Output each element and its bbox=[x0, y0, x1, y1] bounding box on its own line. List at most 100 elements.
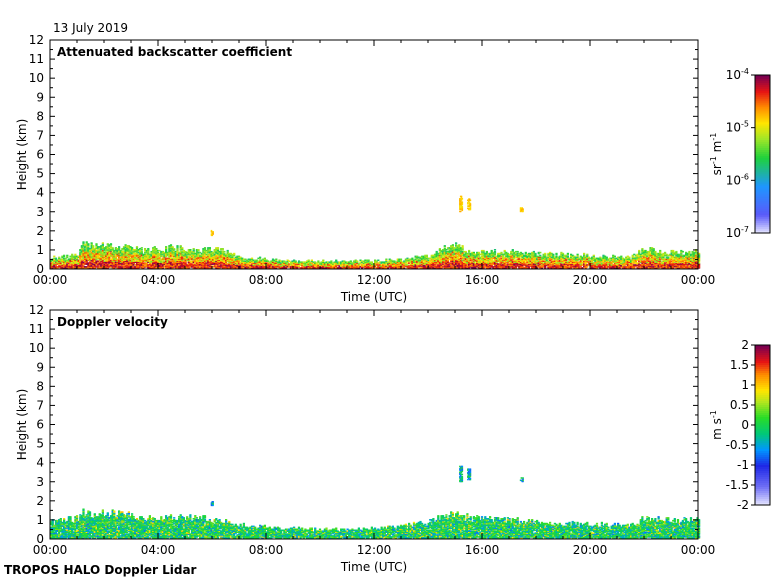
heatmap-cell bbox=[82, 246, 85, 248]
heatmap-cell bbox=[106, 257, 109, 260]
heatmap-cell bbox=[391, 262, 394, 264]
heatmap-cell bbox=[140, 256, 143, 259]
heatmap-cell bbox=[173, 257, 176, 260]
heatmap-cell bbox=[135, 249, 139, 251]
heatmap-cell bbox=[433, 256, 437, 259]
heatmap-cell bbox=[215, 257, 218, 260]
heatmap-cell bbox=[181, 247, 184, 249]
heatmap-cell bbox=[218, 265, 221, 267]
heatmap-cell bbox=[223, 257, 226, 260]
heatmap-cell bbox=[252, 263, 255, 265]
heatmap-cell bbox=[213, 261, 216, 263]
heatmap-cell bbox=[114, 256, 117, 259]
heatmap-cell bbox=[122, 250, 126, 253]
heatmap-cell bbox=[131, 265, 134, 267]
heatmap-cell bbox=[53, 259, 56, 262]
heatmap-cell bbox=[233, 264, 236, 266]
heatmap-cell bbox=[127, 249, 130, 252]
heatmap-cell bbox=[414, 258, 417, 261]
heatmap-cell bbox=[66, 255, 69, 258]
heatmap-cell bbox=[54, 260, 58, 262]
heatmap-cell bbox=[169, 246, 173, 248]
heatmap-cell bbox=[165, 251, 168, 254]
heatmap-cell bbox=[194, 259, 197, 262]
heatmap-cell bbox=[442, 252, 445, 255]
heatmap-cell bbox=[406, 259, 409, 262]
heatmap-cell bbox=[220, 252, 223, 255]
heatmap-cell bbox=[202, 249, 205, 251]
heatmap-cell bbox=[132, 256, 135, 259]
heatmap-cell bbox=[124, 255, 127, 258]
heatmap-cell bbox=[95, 251, 98, 254]
heatmap-cell bbox=[408, 259, 411, 262]
heatmap-cell bbox=[433, 261, 437, 263]
heatmap-cell bbox=[152, 264, 155, 266]
heatmap-cell bbox=[106, 260, 109, 262]
heatmap-cell bbox=[197, 260, 200, 262]
heatmap-cell bbox=[59, 263, 62, 265]
heatmap-cell bbox=[262, 261, 265, 263]
heatmap-cell bbox=[234, 260, 237, 262]
heatmap-cell bbox=[56, 260, 59, 262]
heatmap-cell bbox=[218, 258, 221, 261]
heatmap-cell bbox=[301, 265, 304, 267]
heatmap-cell bbox=[228, 263, 231, 265]
heatmap-cell bbox=[95, 249, 98, 252]
heatmap-cell bbox=[179, 262, 182, 264]
heatmap-cell bbox=[241, 265, 244, 267]
heatmap-cell bbox=[127, 256, 130, 259]
heatmap-cell bbox=[111, 252, 114, 255]
heatmap-cell bbox=[153, 262, 156, 264]
heatmap-cell bbox=[80, 258, 83, 261]
heatmap-cell bbox=[414, 259, 417, 262]
heatmap-cell bbox=[417, 258, 420, 261]
heatmap-cell bbox=[365, 264, 369, 266]
heatmap-cell bbox=[450, 264, 453, 266]
heatmap-cell bbox=[382, 264, 385, 266]
heatmap-cell bbox=[101, 266, 104, 268]
heatmap-cell bbox=[283, 261, 286, 263]
heatmap-cell bbox=[101, 253, 104, 256]
heatmap-cell bbox=[122, 247, 126, 249]
heatmap-cell bbox=[335, 264, 338, 266]
heatmap-cell bbox=[335, 259, 338, 262]
heatmap-cell bbox=[315, 264, 318, 266]
heatmap-cell bbox=[417, 263, 420, 265]
heatmap-cell bbox=[148, 265, 151, 267]
heatmap-cell bbox=[61, 266, 64, 268]
heatmap-cell bbox=[422, 258, 425, 261]
heatmap-cell bbox=[421, 258, 424, 261]
heatmap-cell bbox=[90, 245, 93, 247]
heatmap-cell bbox=[195, 251, 198, 254]
heatmap-cell bbox=[127, 264, 130, 266]
heatmap-cell bbox=[210, 259, 213, 262]
heatmap-cell bbox=[176, 261, 179, 263]
heatmap-cell bbox=[259, 265, 262, 267]
heatmap-cell bbox=[417, 256, 420, 259]
heatmap-cell bbox=[56, 261, 59, 263]
heatmap-cell bbox=[153, 266, 156, 268]
heatmap-cell bbox=[173, 263, 176, 265]
heatmap-cell bbox=[132, 257, 135, 260]
heatmap-cell bbox=[100, 263, 103, 265]
heatmap-cell bbox=[54, 265, 58, 267]
heatmap-cell bbox=[93, 249, 96, 251]
heatmap-cell bbox=[425, 259, 428, 262]
heatmap-cell bbox=[163, 260, 166, 262]
heatmap-cell bbox=[383, 266, 386, 268]
heatmap-cell bbox=[255, 262, 258, 264]
heatmap-cell bbox=[244, 260, 247, 262]
heatmap-cell bbox=[367, 266, 370, 268]
heatmap-cell bbox=[131, 258, 134, 261]
heatmap-cell bbox=[85, 249, 88, 251]
heatmap-cell bbox=[293, 262, 296, 264]
heatmap-cell bbox=[195, 262, 198, 264]
heatmap-cell bbox=[260, 261, 263, 263]
heatmap-cell bbox=[53, 264, 56, 266]
heatmap-cell bbox=[443, 249, 446, 251]
heatmap-cell bbox=[132, 249, 135, 251]
heatmap-cell bbox=[223, 256, 226, 259]
heatmap-cell bbox=[435, 251, 438, 254]
heatmap-cell bbox=[147, 251, 150, 254]
heatmap-cell bbox=[139, 250, 142, 253]
